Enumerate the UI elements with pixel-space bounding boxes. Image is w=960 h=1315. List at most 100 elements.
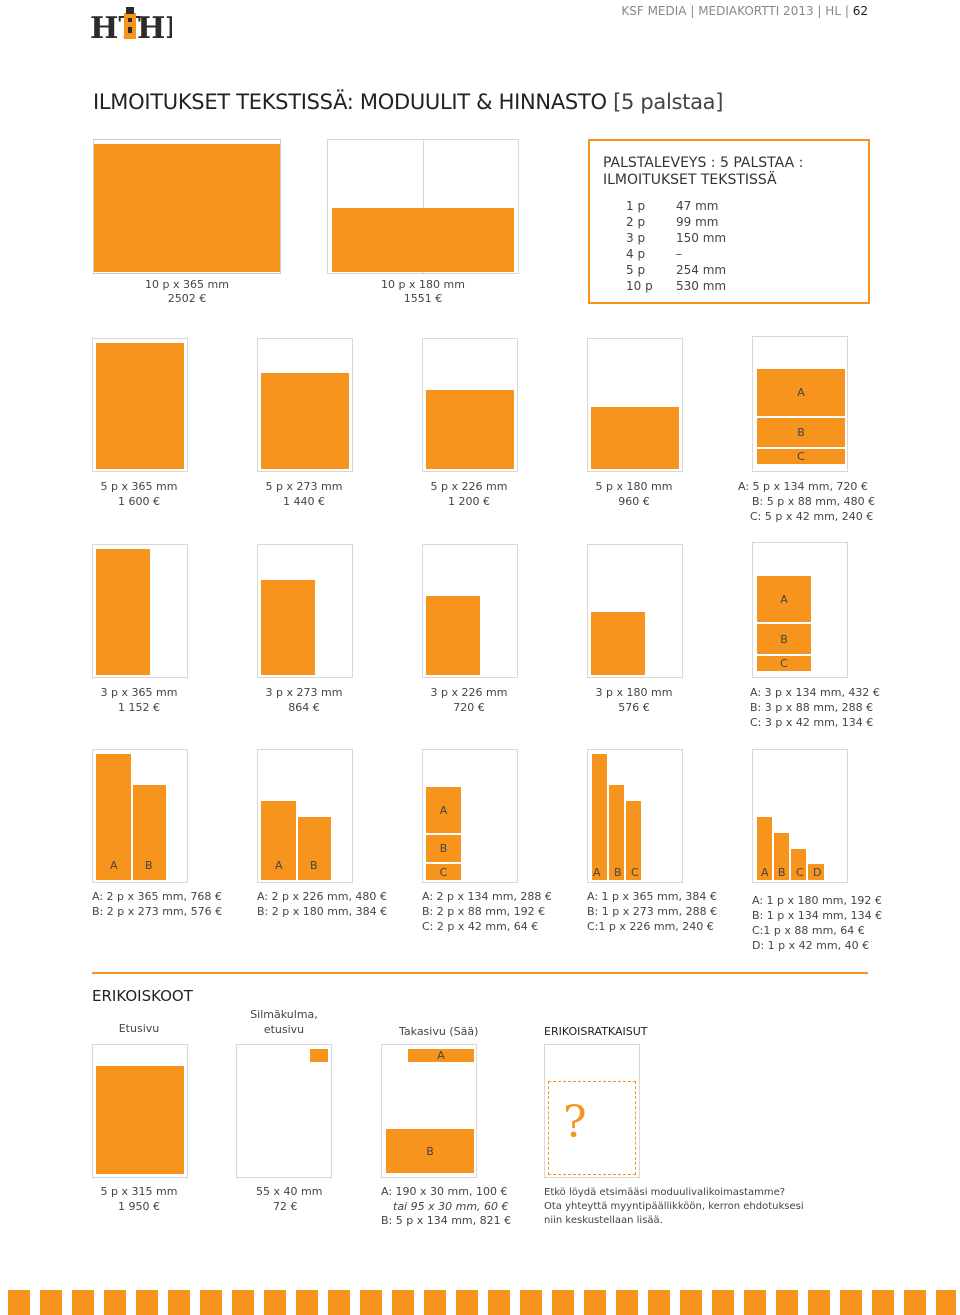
price-label: 1 600 €: [118, 495, 160, 508]
combo-line: C:1 p x 88 mm, 64 €: [752, 924, 865, 937]
price-label: 576 €: [618, 701, 650, 714]
price-label: 1 200 €: [448, 495, 490, 508]
back-line: tai 95 x 30 mm, 60 €: [393, 1200, 509, 1213]
module-3p-abc: A B C: [752, 542, 848, 678]
special-solutions-label: ERIKOISRATKAISUT: [544, 1025, 648, 1038]
size-label: 5 p x 273 mm: [265, 480, 343, 493]
combo-line: B: 2 p x 273 mm, 576 €: [92, 905, 223, 918]
info-col: 10 p: [626, 279, 653, 293]
module-3p-365: [92, 544, 188, 678]
module-3p-226: [422, 544, 518, 678]
combo-line: D: 1 p x 42 mm, 40 €: [752, 939, 870, 952]
combo-line: A: 2 p x 226 mm, 480 €: [257, 890, 387, 903]
combo-line: A: 1 p x 180 mm, 192 €: [752, 894, 882, 907]
block-a: A: [426, 787, 461, 833]
price-label: 864 €: [288, 701, 320, 714]
module-1p-abc: [587, 749, 683, 883]
block-c-label: C: [796, 866, 804, 879]
combo-line: B: 1 p x 134 mm, 134 €: [752, 909, 883, 922]
title-main: ILMOITUKSET TEKSTISSÄ: MODUULIT & HINNAS…: [93, 90, 607, 114]
abc-line-a: A: 3 p x 134 mm, 432 €: [750, 686, 880, 699]
combo-line: A: 2 p x 134 mm, 288 €: [422, 890, 552, 903]
module-half-price: 1551 €: [403, 292, 443, 305]
info-heading-line2: ILMOITUKSET TEKSTISSÄ: [603, 172, 777, 188]
back-line: B: 5 p x 134 mm, 821 €: [381, 1214, 512, 1227]
lighthouse-icon: [124, 13, 136, 39]
info-width: 530 mm: [676, 279, 727, 293]
combo-line: B: 2 p x 180 mm, 384 €: [257, 905, 388, 918]
combo-line: A: 1 p x 365 mm, 384 €: [587, 890, 717, 903]
solutions-line: Ota yhteyttä myyntipäällikköön, kerron e…: [544, 1201, 804, 1212]
size-label: 3 p x 273 mm: [265, 686, 343, 699]
module-3p-180: [587, 544, 683, 678]
price-label: 72 €: [273, 1200, 298, 1213]
module-half-page: [327, 139, 519, 274]
publisher: KSF MEDIA: [621, 4, 687, 18]
page-header: KSF MEDIA | MEDIAKORTTI 2013 | HL | 62: [621, 4, 868, 18]
size-label: 5 p x 180 mm: [595, 480, 673, 493]
block-a-label: A: [275, 859, 283, 872]
price-label: 1 152 €: [118, 701, 160, 714]
block-a: A: [757, 576, 811, 622]
logo-right: HL: [137, 11, 172, 41]
column-width-info-box: PALSTALEVEYS : 5 PALSTAA : ILMOITUKSET T…: [588, 139, 870, 304]
abc-line-b: B: 5 p x 88 mm, 480 €: [752, 495, 876, 508]
block-b-label: B: [614, 866, 622, 879]
size-label: 5 p x 315 mm: [100, 1185, 178, 1198]
info-heading: PALSTALEVEYS : 5 PALSTAA : ILMOITUKSET T…: [603, 155, 803, 189]
info-width: 254 mm: [676, 263, 727, 277]
block-a-label: A: [593, 866, 601, 879]
block-b-label: B: [778, 866, 786, 879]
ear-label-1: Silmäkulma,: [250, 1008, 318, 1021]
size-label: 5 p x 226 mm: [430, 480, 508, 493]
section-divider: [92, 972, 868, 974]
block-b: B: [757, 418, 845, 447]
info-col: 2 p: [626, 215, 646, 229]
module-full-size: 10 p x 365 mm: [145, 278, 229, 291]
price-label: 720 €: [453, 701, 485, 714]
module-2p-abc: A B C: [422, 749, 518, 883]
module-special-solution: ?: [544, 1044, 640, 1178]
size-label: 55 x 40 mm: [256, 1185, 323, 1198]
block-a-label: A: [761, 866, 769, 879]
solutions-line: Etkö löydä etsimääsi moduulivalikoimasta…: [544, 1187, 786, 1198]
abc-line-b: B: 3 p x 88 mm, 288 €: [750, 701, 874, 714]
combo-line: C: 2 p x 42 mm, 64 €: [422, 920, 539, 933]
front-page-label: Etusivu: [118, 1022, 160, 1035]
special-heading: ERIKOISKOOT: [92, 987, 193, 1005]
combo-line: C:1 p x 226 mm, 240 €: [587, 920, 714, 933]
info-table: 1 p 47 mm 2 p 99 mm 3 p 150 mm 4 p – 5 p 254 …: [626, 198, 726, 294]
module-2p-ab-small: [257, 749, 353, 883]
size-label: 3 p x 365 mm: [100, 686, 178, 699]
block-b: B: [386, 1129, 474, 1173]
block-c: C: [426, 864, 461, 880]
module-back-page: A B: [381, 1044, 477, 1178]
combo-line: B: 2 p x 88 mm, 192 €: [422, 905, 546, 918]
module-half-size: 10 p x 180 mm: [381, 278, 465, 291]
module-2p-ab: [92, 749, 188, 883]
block-a: A: [757, 369, 845, 416]
info-width: 99 mm: [676, 215, 719, 229]
info-width: 150 mm: [676, 231, 727, 245]
separator: |: [817, 4, 822, 18]
module-5p-273: [257, 338, 353, 472]
title-sub: [5 palstaa]: [613, 90, 724, 114]
block-a-label: A: [110, 859, 118, 872]
block-b: B: [757, 624, 811, 654]
hl-logo: HT HL: [90, 5, 186, 46]
separator: |: [690, 4, 695, 18]
size-label: 3 p x 226 mm: [430, 686, 508, 699]
size-label: 5 p x 365 mm: [100, 480, 178, 493]
combo-line: A: 2 p x 365 mm, 768 €: [92, 890, 222, 903]
block-b-label: B: [310, 859, 318, 872]
module-ear-ad: [236, 1044, 332, 1178]
back-page-label: Takasivu (Sää): [399, 1025, 479, 1038]
block-c: C: [757, 449, 845, 464]
module-3p-273: [257, 544, 353, 678]
back-line: A: 190 x 30 mm, 100 €: [381, 1185, 508, 1198]
info-col: 1 p: [626, 199, 646, 213]
module-full-price: 2502 €: [167, 292, 207, 305]
module-5p-abc: A B C: [752, 336, 848, 472]
module-5p-365: [92, 338, 188, 472]
separator: |: [844, 4, 849, 18]
